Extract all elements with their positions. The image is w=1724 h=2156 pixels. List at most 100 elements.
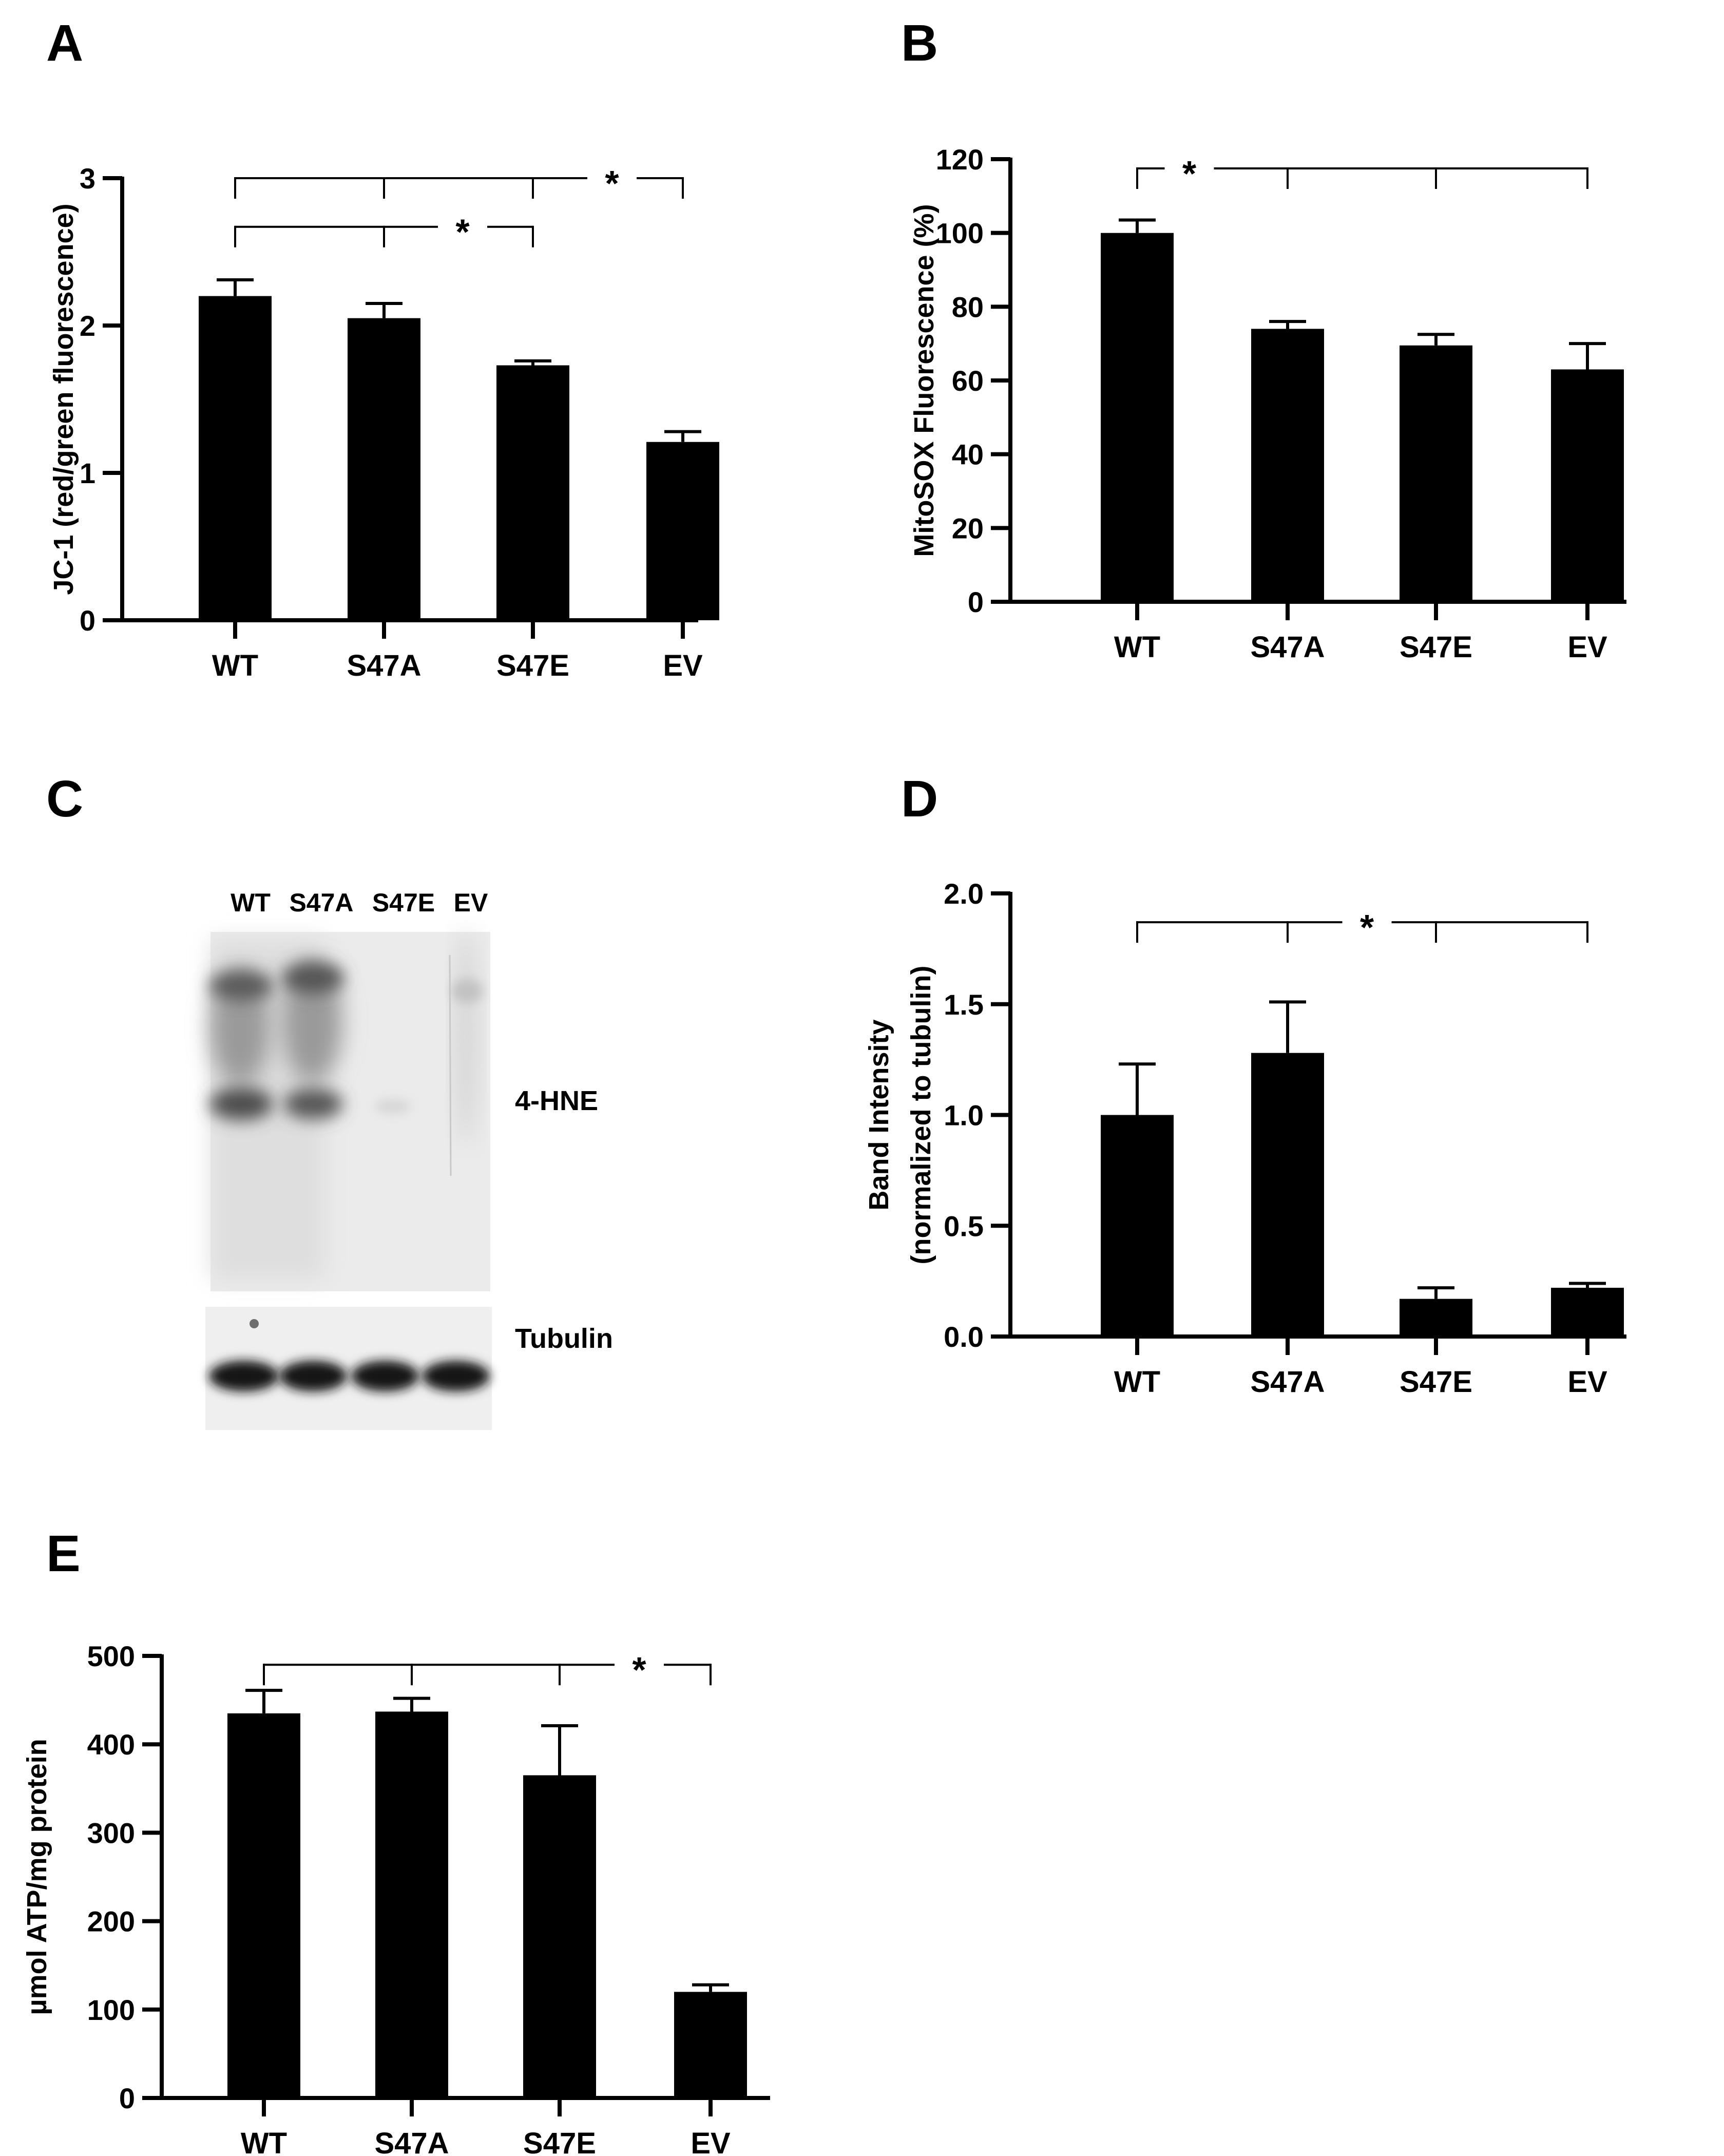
- panel-b-bars: [1101, 233, 1624, 602]
- blot-band-4hne-wt-lower: [209, 1087, 273, 1120]
- panel-a-significance-star: *: [605, 163, 619, 203]
- blot-band-4hne-s47a-lower: [283, 1089, 343, 1119]
- panel-d-category-label: S47E: [1400, 1365, 1472, 1399]
- panel-e-significance: *: [263, 1650, 712, 1690]
- panel-a-y-tick-label: 3: [80, 162, 95, 195]
- panel-d-error-bars: [1119, 1000, 1606, 1299]
- panel-a-category-label: EV: [663, 649, 703, 682]
- panel-b-y-tick-label: 60: [952, 365, 984, 397]
- blot-band-4hne-s47e-trace: [375, 1099, 411, 1114]
- panel-a-y-tick-label: 2: [80, 310, 95, 342]
- panel-e-bar-s47a: [375, 1711, 448, 2098]
- panel-b-significance-bracket: *: [1136, 154, 1588, 194]
- blot-band-4hne-ev-upper: [452, 979, 483, 1003]
- blot-lane-label-s47a: S47A: [289, 888, 353, 917]
- blot-membrane-tubulin: [205, 1307, 492, 1430]
- blot-band-tubulin-s47e: [351, 1361, 419, 1391]
- panel-d-y-tick-label: 1.5: [944, 988, 984, 1021]
- panel-a-bar-wt: [199, 296, 272, 620]
- panel-e-y-tick-label: 100: [87, 1994, 135, 2026]
- panel-d-axes: 0.0 0.5 1.0 1.5 2.0 WT S47A S47E EV Band Intensit…: [864, 877, 1626, 1399]
- panel-a-bar-s47e: [496, 365, 569, 620]
- panel-b-y-tick-label: 40: [952, 438, 984, 471]
- panel-b-error-bars: [1119, 218, 1606, 370]
- blot-lane-label-wt: WT: [231, 888, 271, 917]
- panel-a-y-axis-title: JC-1 (red/green fluorescence): [48, 203, 79, 595]
- panel-b-y-tick-label: 0: [968, 586, 984, 618]
- panel-e-category-label: S47A: [374, 2127, 449, 2156]
- panel-e-bars: [227, 1711, 747, 2098]
- panel-e-y-tick-label: 500: [87, 1640, 135, 1672]
- panel-a-significance-star: *: [455, 212, 470, 252]
- panel-b-y-tick-label: 120: [936, 143, 984, 176]
- panel-letter-e: E: [46, 1525, 81, 1582]
- panel-b-y-tick-label: 80: [952, 291, 984, 323]
- blot-band-4hne-s47a-upper: [282, 963, 344, 994]
- blot-membrane-4hne: [209, 929, 490, 1291]
- panel-b-bar-s47e: [1400, 345, 1472, 602]
- panel-d-y-tick-label: 0.0: [944, 1321, 984, 1353]
- panel-e-category-label: S47E: [523, 2127, 596, 2156]
- panel-d-bar-wt: [1101, 1115, 1174, 1337]
- panel-a-error-bars: [217, 278, 701, 442]
- panel-b-significance-star: *: [1182, 154, 1197, 194]
- panel-letter-a: A: [46, 14, 83, 72]
- panel-a-bar-ev: [646, 442, 719, 620]
- panel-d-bar-s47a: [1251, 1053, 1324, 1337]
- panel-b-bar-ev: [1551, 369, 1624, 602]
- panel-e-category-label: WT: [241, 2127, 287, 2156]
- panel-b-significance: *: [1136, 154, 1588, 194]
- panel-b-category-label: WT: [1114, 631, 1160, 664]
- panel-a-bar-s47a: [348, 318, 420, 620]
- panel-e-error-bars: [245, 1689, 729, 1992]
- panel-a-category-label: S47E: [496, 649, 569, 682]
- panel-a-y-tick-label: 1: [80, 457, 95, 489]
- panel-b-axes: 0 20 40 60 80 100 120 WT S47A S47E EV MitoSOX Fluor…: [909, 143, 1626, 664]
- panel-b-mitosox-chart: B 0 20 40 60 80 100 120 WT S47A S47E EV MitoSOX Flu…: [901, 14, 1626, 664]
- panel-d-y-axis-title: Band Intensity: [864, 1019, 894, 1210]
- panel-a-significance: **: [234, 163, 684, 252]
- panel-d-bars: [1101, 1053, 1624, 1337]
- panel-a-category-label: S47A: [347, 649, 421, 682]
- panel-c-western-blot: C WT S47A S47E EV 4-HNE: [46, 770, 613, 1430]
- panel-e-y-tick-label: 300: [87, 1817, 135, 1849]
- blot-band-tubulin-ev: [422, 1361, 490, 1391]
- panel-letter-c: C: [46, 770, 83, 828]
- panel-e-axes: 0 100 200 300 400 500 WT S47A S47E EV µmol ATP/mg …: [22, 1640, 770, 2156]
- panel-e-bar-ev: [674, 1992, 747, 2098]
- panel-d-category-label: S47A: [1250, 1365, 1325, 1399]
- panel-b-bar-s47a: [1251, 329, 1324, 602]
- panel-e-category-label: EV: [691, 2127, 731, 2156]
- panel-b-category-label: EV: [1567, 631, 1607, 664]
- panel-e-y-tick-label: 0: [119, 2082, 135, 2114]
- panel-d-significance-bracket: *: [1136, 907, 1588, 947]
- panel-d-category-label: EV: [1567, 1365, 1607, 1399]
- panel-b-bar-wt: [1101, 233, 1174, 602]
- panel-e-y-axis-title: µmol ATP/mg protein: [22, 1739, 52, 2015]
- panel-a-significance-bracket: *: [234, 212, 534, 252]
- panel-letter-d: D: [901, 770, 938, 828]
- panel-e-bar-s47e: [523, 1775, 596, 2098]
- panel-a-bars: [199, 296, 719, 620]
- panel-d-y-tick-label: 1.0: [944, 1099, 984, 1132]
- panel-a-significance-bracket: *: [234, 163, 684, 203]
- blot-band-tubulin-s47a: [279, 1361, 347, 1391]
- panel-d-y-tick-label: 0.5: [944, 1210, 984, 1242]
- panel-b-category-label: S47E: [1400, 631, 1472, 664]
- panel-a-jc1-chart: A 0 1 2 3 WT S47A S47E EV JC-1 (red/green fluore…: [46, 14, 719, 682]
- panel-d-bar-ev: [1551, 1288, 1624, 1337]
- panel-e-atp-chart: E 0 100 200 300 400 500 WT S47A S47E EV µmol ATP/m…: [22, 1525, 770, 2156]
- blot-band-tubulin-wt: [209, 1361, 279, 1391]
- panel-a-axes: 0 1 2 3 WT S47A S47E EV JC-1 (red/green fluoresc…: [48, 162, 703, 682]
- panel-d-y-axis-subtitle: (normalized to tubulin): [906, 966, 936, 1265]
- panel-b-y-tick-label: 100: [936, 217, 984, 250]
- panel-d-significance: *: [1136, 907, 1588, 947]
- panel-a-y-tick-label: 0: [80, 604, 95, 637]
- panel-d-bar-s47e: [1400, 1299, 1472, 1337]
- panel-e-bar-wt: [227, 1713, 300, 2098]
- panel-letter-b: B: [901, 14, 938, 72]
- blot-label-4hne: 4-HNE: [515, 1085, 598, 1116]
- panel-e-y-tick-label: 200: [87, 1905, 135, 1938]
- blot-lane-label-s47e: S47E: [372, 888, 435, 917]
